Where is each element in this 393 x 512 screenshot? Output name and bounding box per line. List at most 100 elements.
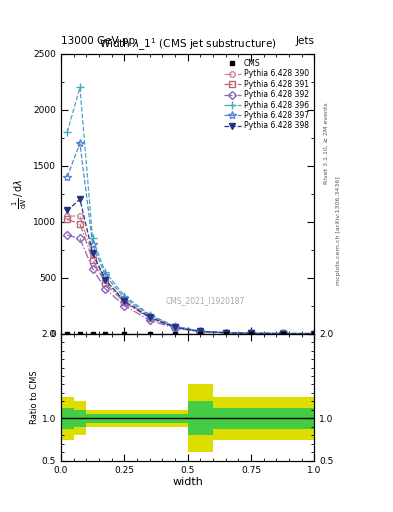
Line: Pythia 6.428 392: Pythia 6.428 392 (64, 232, 317, 336)
Legend: CMS, Pythia 6.428 390, Pythia 6.428 391, Pythia 6.428 392, Pythia 6.428 396, Pyt: CMS, Pythia 6.428 390, Pythia 6.428 391,… (222, 57, 310, 132)
Pythia 6.428 392 (198, 329, 203, 335)
Pythia 6.428 390 (173, 324, 177, 330)
Pythia 6.428 398 (280, 330, 285, 336)
Text: mcplots.cern.ch [arXiv:1306.3436]: mcplots.cern.ch [arXiv:1306.3436] (336, 176, 341, 285)
Pythia 6.428 396 (173, 323, 177, 329)
Line: Pythia 6.428 391: Pythia 6.428 391 (64, 217, 317, 336)
Y-axis label: $\frac{1}{\mathrm{d}N}\,/\,\mathrm{d}\lambda$: $\frac{1}{\mathrm{d}N}\,/\,\mathrm{d}\la… (11, 179, 29, 209)
Pythia 6.428 391 (77, 221, 82, 227)
Pythia 6.428 391 (223, 330, 228, 336)
Pythia 6.428 398 (312, 331, 317, 337)
Pythia 6.428 391 (90, 257, 95, 263)
Pythia 6.428 390 (198, 328, 203, 334)
Pythia 6.428 397 (90, 241, 95, 247)
Pythia 6.428 390 (312, 330, 317, 336)
CMS (90, 331, 95, 337)
CMS (77, 331, 82, 337)
Pythia 6.428 398 (103, 277, 108, 283)
Pythia 6.428 391 (65, 217, 70, 223)
Pythia 6.428 391 (147, 315, 152, 321)
Pythia 6.428 392 (122, 303, 127, 309)
Pythia 6.428 392 (249, 330, 253, 336)
Pythia 6.428 392 (103, 286, 108, 292)
X-axis label: width: width (172, 477, 203, 487)
CMS (65, 331, 70, 337)
CMS (147, 331, 152, 337)
CMS (280, 331, 285, 337)
Pythia 6.428 392 (173, 325, 177, 331)
Line: Pythia 6.428 398: Pythia 6.428 398 (64, 197, 317, 336)
Pythia 6.428 391 (122, 299, 127, 305)
Pythia 6.428 392 (312, 331, 317, 337)
CMS (103, 331, 108, 337)
Pythia 6.428 396 (77, 84, 82, 91)
Pythia 6.428 390 (103, 277, 108, 283)
Pythia 6.428 396 (122, 292, 127, 298)
CMS (173, 331, 177, 337)
Pythia 6.428 397 (249, 330, 253, 336)
Line: CMS: CMS (65, 331, 317, 336)
Pythia 6.428 397 (77, 140, 82, 146)
Pythia 6.428 396 (103, 269, 108, 275)
Pythia 6.428 398 (173, 324, 177, 330)
Line: Pythia 6.428 397: Pythia 6.428 397 (63, 139, 319, 338)
Pythia 6.428 397 (147, 313, 152, 319)
Pythia 6.428 397 (65, 174, 70, 180)
Pythia 6.428 390 (249, 330, 253, 336)
Pythia 6.428 397 (173, 324, 177, 330)
Pythia 6.428 392 (77, 236, 82, 242)
Pythia 6.428 398 (77, 196, 82, 202)
Pythia 6.428 396 (312, 330, 317, 336)
Pythia 6.428 391 (312, 331, 317, 337)
Pythia 6.428 392 (147, 317, 152, 323)
Pythia 6.428 398 (65, 207, 70, 214)
Pythia 6.428 398 (249, 330, 253, 336)
Pythia 6.428 391 (173, 325, 177, 331)
Pythia 6.428 397 (103, 272, 108, 279)
Pythia 6.428 398 (90, 250, 95, 256)
Pythia 6.428 396 (223, 330, 228, 336)
Text: Rivet 3.1.10, ≥ 2M events: Rivet 3.1.10, ≥ 2M events (324, 102, 329, 184)
Pythia 6.428 390 (122, 297, 127, 303)
CMS (312, 331, 317, 337)
Text: 13000 GeV pp: 13000 GeV pp (61, 36, 135, 46)
Pythia 6.428 396 (65, 129, 70, 135)
Pythia 6.428 396 (198, 328, 203, 334)
Pythia 6.428 392 (280, 330, 285, 336)
Pythia 6.428 397 (198, 328, 203, 334)
Pythia 6.428 398 (223, 330, 228, 336)
CMS (198, 331, 203, 337)
Pythia 6.428 390 (147, 314, 152, 320)
Pythia 6.428 397 (223, 330, 228, 336)
Pythia 6.428 391 (198, 329, 203, 335)
Pythia 6.428 392 (65, 232, 70, 238)
Pythia 6.428 396 (280, 330, 285, 336)
Pythia 6.428 390 (65, 213, 70, 219)
Pythia 6.428 390 (280, 330, 285, 336)
Pythia 6.428 397 (280, 330, 285, 336)
Pythia 6.428 392 (90, 266, 95, 272)
Pythia 6.428 398 (122, 298, 127, 304)
Pythia 6.428 396 (90, 236, 95, 242)
Pythia 6.428 391 (280, 330, 285, 336)
Line: Pythia 6.428 396: Pythia 6.428 396 (63, 83, 319, 338)
Pythia 6.428 396 (249, 330, 253, 336)
Pythia 6.428 392 (223, 330, 228, 336)
CMS (223, 331, 228, 337)
CMS (122, 331, 127, 337)
Text: Jets: Jets (296, 36, 314, 46)
Text: CMS_2021_I1920187: CMS_2021_I1920187 (166, 296, 245, 306)
Title: Width $\lambda\_1^1$ (CMS jet substructure): Width $\lambda\_1^1$ (CMS jet substructu… (99, 36, 277, 53)
Pythia 6.428 396 (147, 311, 152, 317)
Pythia 6.428 391 (249, 330, 253, 336)
CMS (249, 331, 253, 337)
Pythia 6.428 391 (103, 280, 108, 286)
Pythia 6.428 397 (122, 295, 127, 301)
Pythia 6.428 390 (77, 213, 82, 219)
Pythia 6.428 398 (147, 314, 152, 321)
Pythia 6.428 390 (223, 330, 228, 336)
Y-axis label: Ratio to CMS: Ratio to CMS (30, 370, 39, 424)
Pythia 6.428 398 (198, 328, 203, 334)
Line: Pythia 6.428 390: Pythia 6.428 390 (64, 214, 317, 336)
Pythia 6.428 390 (90, 252, 95, 259)
